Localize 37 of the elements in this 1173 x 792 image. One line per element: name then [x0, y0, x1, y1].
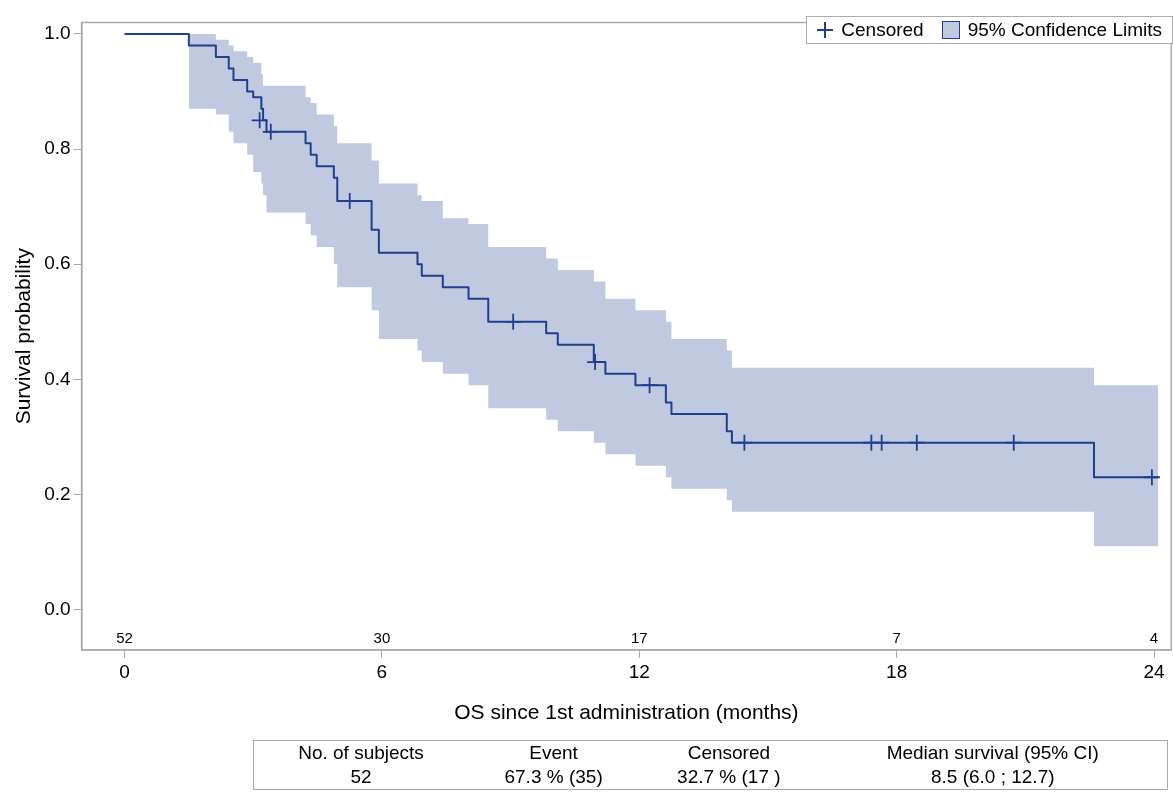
point — [250, 111, 269, 130]
legend-label: Censored — [841, 19, 924, 41]
y-tick-label: 0.4 — [44, 367, 72, 389]
y-tick-label: 0.6 — [44, 252, 71, 274]
y-axis-title: Survival probability — [11, 247, 35, 425]
annotation: 4 — [1149, 628, 1159, 646]
annotation: 7 — [892, 628, 901, 646]
text: No. of subjects — [297, 741, 425, 765]
x-axis-title: OS since 1st administration (months) — [454, 700, 799, 724]
text: Event — [528, 741, 579, 765]
text: Censored — [686, 741, 772, 765]
point — [261, 122, 280, 141]
text: 67.3 % (35) — [503, 765, 604, 789]
point — [872, 433, 891, 452]
legend-label: 95% Confidence Limits — [967, 19, 1162, 41]
x-tick-label: 0 — [119, 660, 130, 682]
x-tick-label: 24 — [1143, 660, 1166, 682]
point — [907, 433, 926, 452]
text: 32.7 % (17 ) — [676, 765, 782, 789]
point — [640, 376, 659, 395]
annotation: 52 — [116, 628, 133, 646]
x-tick-label: 6 — [376, 660, 388, 682]
y-tick-label: 1.0 — [44, 22, 71, 44]
text: 8.5 (6.0 ; 12.7) — [929, 765, 1056, 789]
point — [1143, 468, 1161, 487]
text: Median survival (95% CI) — [885, 741, 1100, 765]
point — [1004, 433, 1023, 452]
point — [504, 312, 523, 331]
annotation: 30 — [373, 628, 391, 646]
y-tick-label: 0.8 — [44, 137, 71, 159]
annotation: 17 — [630, 628, 648, 646]
text: 52 — [349, 765, 373, 789]
x-tick-label: 18 — [886, 660, 908, 682]
point — [735, 433, 754, 452]
x-tick-label: 12 — [628, 660, 650, 682]
y-tick-label: 0.2 — [44, 482, 71, 504]
y-tick-label: 0.0 — [44, 597, 71, 619]
